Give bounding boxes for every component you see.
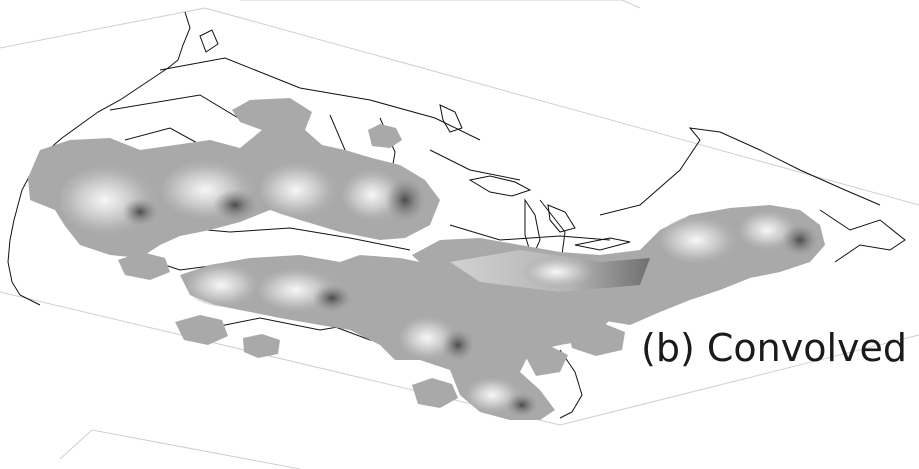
peak-east-1	[660, 216, 740, 264]
great-lakes-huron	[547, 204, 576, 233]
shadow-west-4	[385, 178, 425, 222]
main-plane-left-edge	[0, 7, 206, 49]
coast-northeast	[599, 127, 881, 216]
state-line-10	[449, 224, 611, 241]
great-lakes-superior	[468, 175, 532, 197]
peak-central-1	[187, 263, 263, 307]
shadow-west-1	[122, 198, 158, 226]
peak-east-3	[524, 256, 596, 288]
peak-west-3	[260, 162, 340, 218]
lower-plane-edge	[59, 429, 301, 469]
blob-central-left-1	[175, 315, 228, 345]
shadow-central-3	[442, 329, 474, 361]
panel-label: (b) Convolved	[641, 326, 907, 370]
lake-small-north	[439, 104, 463, 133]
blob-west-lower	[118, 252, 170, 280]
coast-southeast	[559, 349, 583, 419]
shadow-east-2	[782, 224, 818, 256]
blob-south-3	[568, 322, 625, 356]
blob-south-2	[522, 345, 568, 376]
coast-east	[819, 209, 906, 263]
shadow-south	[506, 393, 538, 417]
border-north	[159, 57, 481, 141]
blob-south-1	[412, 378, 458, 408]
blob-central-left-2	[243, 334, 280, 358]
shadow-west-2	[213, 189, 257, 221]
surface-relief	[60, 160, 818, 417]
coastline-west	[7, 11, 191, 306]
state-line-6	[429, 149, 521, 181]
main-plane-top-edge	[204, 7, 919, 206]
shadow-central-2	[312, 284, 352, 312]
great-lakes-erie	[574, 237, 631, 251]
top-plane-edge	[240, 0, 641, 9]
blob-small-north	[368, 124, 402, 148]
coastline-west-inlet	[199, 29, 219, 53]
